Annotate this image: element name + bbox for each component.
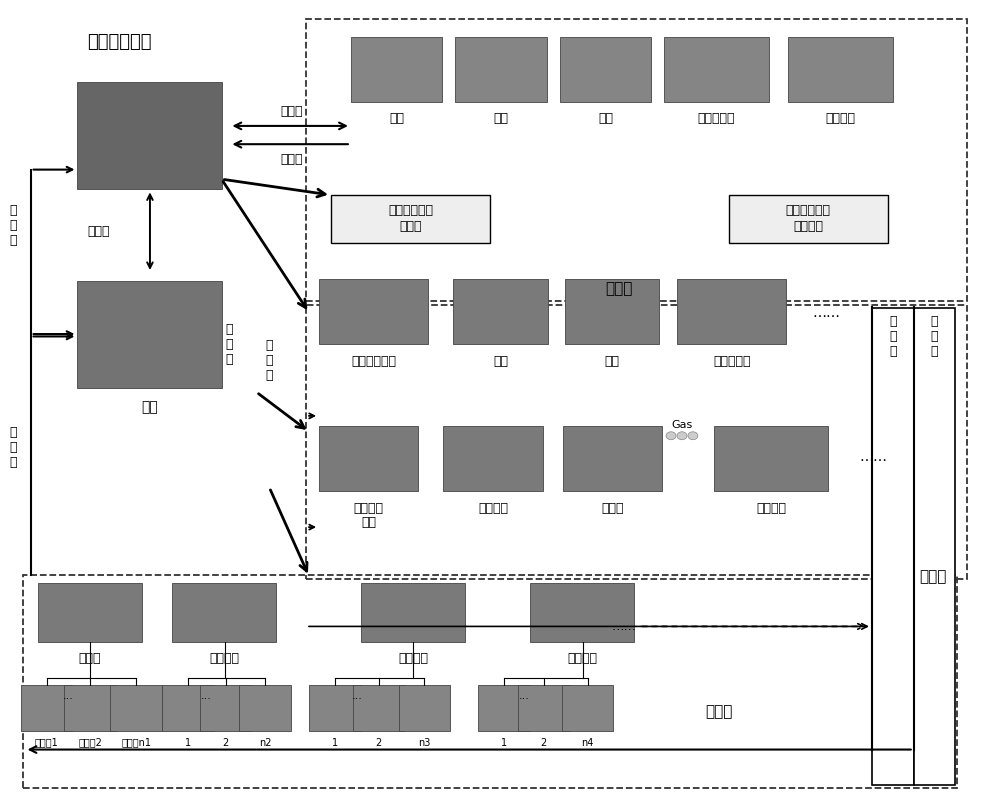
Text: 第二层: 第二层: [919, 569, 946, 584]
Text: 飞轮储能: 飞轮储能: [478, 502, 508, 515]
Text: 2: 2: [222, 738, 229, 748]
Bar: [23, 574, 957, 788]
Text: Gas: Gas: [671, 421, 692, 430]
Bar: [714, 426, 828, 491]
Text: 功
率
流: 功 率 流: [9, 426, 16, 469]
Text: 风电: 风电: [604, 354, 619, 368]
Bar: [788, 37, 893, 102]
Bar: [200, 686, 251, 731]
Bar: [21, 686, 72, 731]
Text: 高压传输网络: 高压传输网络: [87, 34, 152, 51]
Bar: [562, 686, 613, 731]
Text: 第一层: 第一层: [606, 282, 633, 296]
Bar: [560, 37, 651, 102]
Text: ……: ……: [812, 306, 840, 320]
Text: 小水电n1: 小水电n1: [121, 738, 151, 748]
Bar: [351, 37, 442, 102]
Text: 负荷: 负荷: [142, 400, 158, 414]
Text: ...: ...: [201, 691, 212, 702]
Bar: [172, 582, 276, 642]
Bar: [319, 426, 418, 491]
Text: 小水电1: 小水电1: [35, 738, 58, 748]
Bar: [64, 686, 116, 731]
Bar: [306, 18, 967, 301]
Bar: [677, 279, 786, 344]
Text: 生物质能发电: 生物质能发电: [351, 354, 396, 368]
Text: ...: ...: [518, 691, 529, 702]
Text: 控
制
流: 控 制 流: [931, 315, 938, 358]
Text: n3: n3: [418, 738, 431, 748]
Text: 2: 2: [541, 738, 547, 748]
Text: 压缩空气
储能: 压缩空气 储能: [354, 502, 384, 530]
Text: 柔性负荷: 柔性负荷: [756, 502, 786, 515]
Text: ...: ...: [63, 691, 74, 702]
Bar: [453, 279, 548, 344]
Bar: [478, 686, 530, 731]
Text: ……: ……: [859, 450, 887, 464]
Text: n4: n4: [581, 738, 594, 748]
Text: 功率流: 功率流: [280, 153, 302, 166]
Text: 2: 2: [376, 738, 382, 748]
Bar: [353, 686, 405, 731]
Bar: [306, 305, 967, 578]
Text: 信息流: 信息流: [88, 225, 110, 238]
Bar: [664, 37, 768, 102]
Text: 信息流: 信息流: [280, 105, 302, 118]
Bar: [331, 195, 490, 242]
Text: 1: 1: [185, 738, 191, 748]
Text: 火电: 火电: [389, 113, 404, 126]
Text: 电转气: 电转气: [601, 502, 624, 515]
Bar: [563, 426, 662, 491]
Text: ...: ...: [351, 691, 362, 702]
Bar: [77, 281, 222, 388]
Text: 地热发电: 地热发电: [209, 652, 239, 665]
Text: 抽水蓄能: 抽水蓄能: [826, 113, 856, 126]
Bar: [914, 308, 955, 785]
Text: 功
率
流: 功 率 流: [9, 204, 16, 246]
Bar: [77, 82, 222, 190]
Text: 其他类可控综
合能源: 其他类可控综 合能源: [388, 204, 433, 234]
Text: 1: 1: [332, 738, 338, 748]
Text: 光电: 光电: [493, 354, 508, 368]
Bar: [455, 37, 547, 102]
Bar: [110, 686, 162, 731]
Text: ……: ……: [612, 620, 637, 633]
Text: 信
息
流: 信 息 流: [889, 315, 897, 358]
Text: 小水电: 小水电: [79, 652, 101, 665]
Text: 小水电2: 小水电2: [78, 738, 102, 748]
Text: 1: 1: [501, 738, 507, 748]
Text: 电池蓄能: 电池蓄能: [567, 652, 597, 665]
Bar: [162, 686, 214, 731]
Text: 核电: 核电: [598, 113, 613, 126]
Bar: [309, 686, 361, 731]
Bar: [518, 686, 570, 731]
Text: 水电: 水电: [493, 113, 508, 126]
Bar: [565, 279, 659, 344]
Bar: [399, 686, 450, 731]
Bar: [443, 426, 543, 491]
Text: 天然气发电: 天然气发电: [698, 113, 735, 126]
Text: 其他类不可控
综合能源: 其他类不可控 综合能源: [786, 204, 831, 234]
Bar: [38, 582, 142, 642]
Bar: [530, 582, 634, 642]
Text: 海洋能发电: 海洋能发电: [713, 354, 750, 368]
Bar: [239, 686, 291, 731]
Text: 信
息
流: 信 息 流: [266, 338, 273, 382]
Circle shape: [677, 432, 687, 440]
Circle shape: [688, 432, 698, 440]
Bar: [319, 279, 428, 344]
Bar: [729, 195, 888, 242]
Bar: [361, 582, 465, 642]
Text: 电动汽车: 电动汽车: [398, 652, 428, 665]
Text: 控
制
流: 控 制 流: [226, 323, 233, 366]
Text: 第三层: 第三层: [705, 704, 732, 719]
Circle shape: [666, 432, 676, 440]
Text: n2: n2: [259, 738, 272, 748]
Bar: [872, 308, 914, 785]
